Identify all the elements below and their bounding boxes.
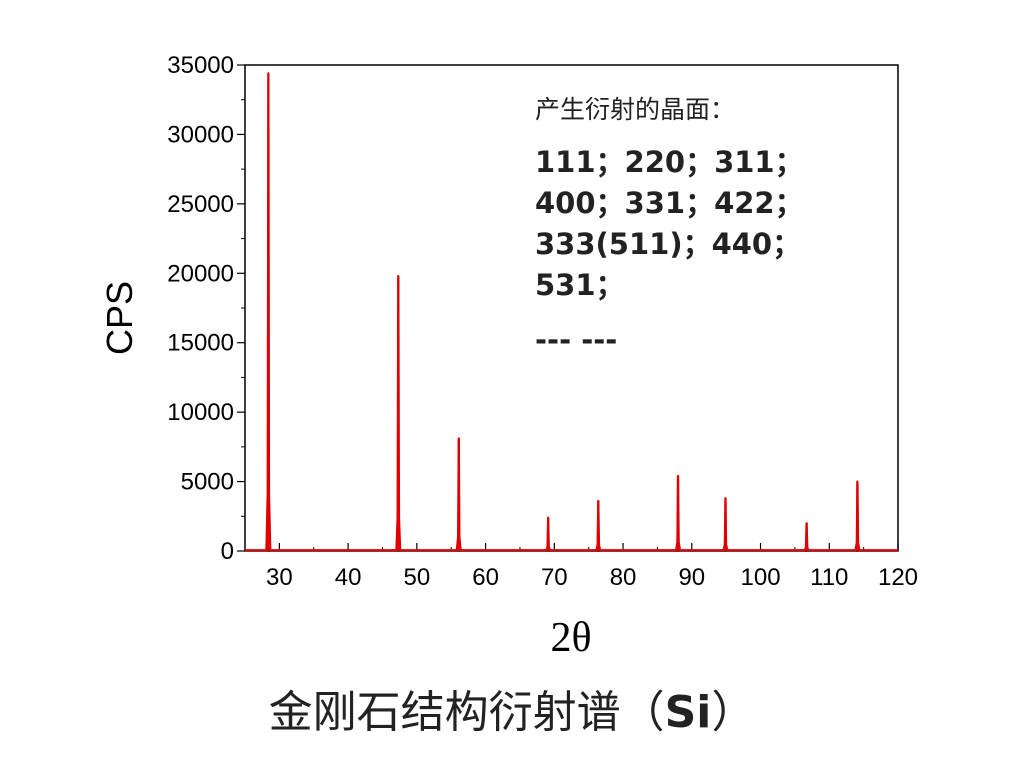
x-tick-label: 60	[472, 564, 499, 591]
tick-labels: 30 40 50 60 70 80 90 100 110 120 0 5000 10000 15000 20…	[167, 52, 918, 591]
x-tick-label: 40	[335, 564, 362, 591]
y-tick-label: 15000	[167, 330, 234, 357]
x-tick-label: 80	[610, 564, 637, 591]
figure-caption: 金刚石结构衍射谱（Si）	[0, 676, 1024, 740]
x-tick-label: 100	[741, 564, 781, 591]
y-axis-label: CPS	[99, 281, 140, 355]
y-tick-label: 5000	[181, 469, 234, 496]
peak-marks	[267, 73, 859, 551]
x-tick-label: 110	[810, 564, 848, 591]
x-tick-label: 90	[678, 564, 705, 591]
plane-list-line-2: 400；331；422；	[535, 186, 804, 220]
caption-prefix: 金刚石结构衍射谱（	[268, 687, 665, 738]
caption-suffix: ）	[711, 687, 756, 738]
annotation-ellipsis: --- ---	[535, 323, 618, 357]
y-tick-label: 20000	[167, 260, 234, 287]
caption-symbol: Si	[664, 687, 712, 738]
y-tick-label: 30000	[167, 121, 234, 148]
y-tick-label: 10000	[167, 399, 234, 426]
x-tick-label: 50	[403, 564, 430, 591]
x-tick-label: 30	[266, 564, 293, 591]
plane-list-line-1: 111；220；311；	[535, 145, 804, 179]
x-axis-label: 2θ	[550, 615, 591, 661]
y-tick-label: 35000	[167, 52, 234, 79]
plane-list-line-3: 333(511)；440；	[535, 227, 802, 261]
y-tick-label: 25000	[167, 191, 234, 218]
x-tick-label: 120	[878, 564, 918, 591]
y-tick-label: 0	[221, 538, 234, 565]
x-tick-label: 70	[541, 564, 568, 591]
diffraction-planes-annotation: 产生衍射的晶面： 111；220；311； 400；331；422； 333(5…	[535, 92, 865, 361]
annotation-heading: 产生衍射的晶面：	[535, 95, 736, 124]
plane-list-line-4: 531；	[535, 268, 625, 302]
